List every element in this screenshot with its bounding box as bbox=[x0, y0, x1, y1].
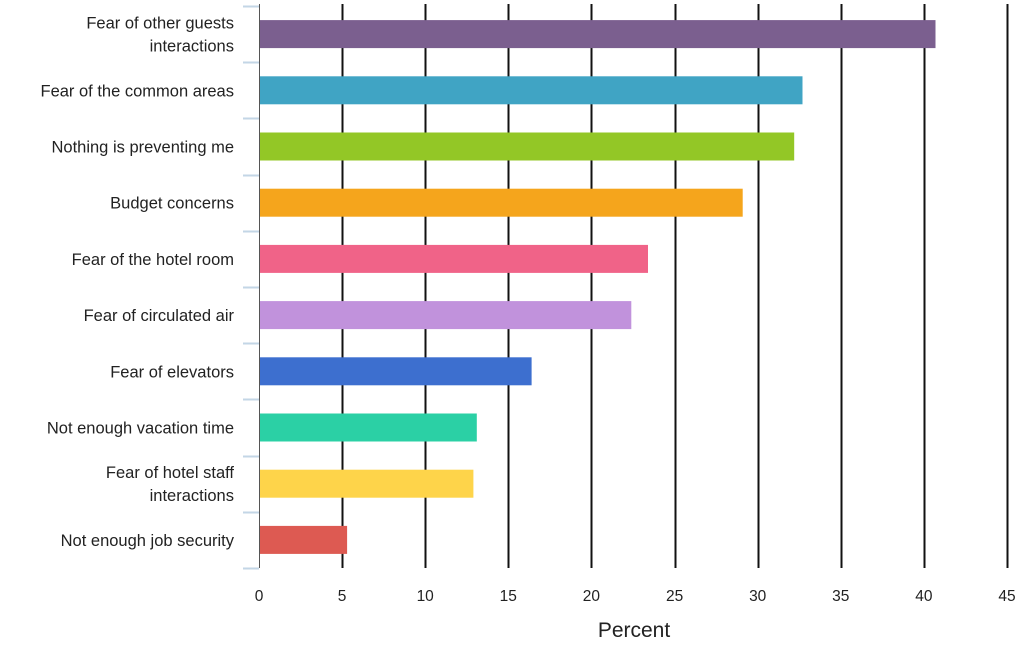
bar-3 bbox=[260, 132, 795, 161]
bar-1 bbox=[260, 20, 936, 49]
category-label-3: Nothing is preventing me bbox=[51, 139, 234, 157]
x-tick-label-5: 5 bbox=[338, 588, 347, 605]
category-label-7: Fear of elevators bbox=[110, 363, 234, 381]
x-tick-label-20: 20 bbox=[583, 588, 601, 605]
bar-2 bbox=[260, 76, 803, 105]
x-tick-label-35: 35 bbox=[832, 588, 849, 605]
bar-8 bbox=[260, 413, 477, 442]
bars bbox=[260, 20, 936, 554]
x-tick-label-0: 0 bbox=[255, 588, 264, 605]
category-label-4: Budget concerns bbox=[110, 195, 234, 213]
category-labels: Fear of other guests interactions Fear of … bbox=[40, 15, 234, 550]
x-tick-label-40: 40 bbox=[915, 588, 933, 605]
bar-6 bbox=[260, 301, 632, 330]
x-axis-title: Percent bbox=[598, 619, 671, 642]
x-axis-tick-labels: 0 5 10 15 20 25 30 35 40 45 bbox=[255, 588, 1016, 605]
category-label-5: Fear of the hotel room bbox=[72, 251, 234, 269]
category-label-6: Fear of circulated air bbox=[84, 307, 235, 325]
bar-5 bbox=[260, 244, 648, 273]
category-label-9: Fear of hotel staff interactions bbox=[106, 464, 235, 505]
x-tick-label-15: 15 bbox=[500, 588, 517, 605]
x-tick-label-10: 10 bbox=[417, 588, 435, 605]
category-label-8: Not enough vacation time bbox=[47, 420, 234, 438]
bar-7 bbox=[260, 357, 532, 386]
y-axis-ticks bbox=[243, 5, 259, 570]
x-tick-label-30: 30 bbox=[749, 588, 767, 605]
bar-9 bbox=[260, 469, 474, 498]
x-tick-label-25: 25 bbox=[666, 588, 683, 605]
category-label-10: Not enough job security bbox=[61, 532, 235, 550]
x-tick-label-45: 45 bbox=[998, 588, 1015, 605]
category-label-2: Fear of the common areas bbox=[40, 82, 234, 100]
bar-10 bbox=[260, 525, 348, 554]
category-label-1: Fear of other guests interactions bbox=[86, 15, 234, 56]
bar-4 bbox=[260, 188, 743, 217]
